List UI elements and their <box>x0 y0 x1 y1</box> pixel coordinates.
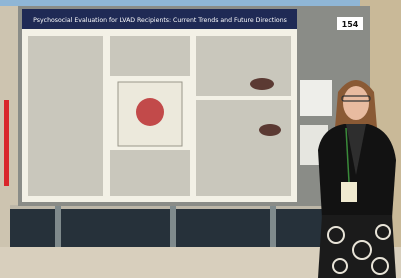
text-block <box>110 36 190 76</box>
text-block <box>196 100 291 196</box>
figure <box>250 78 274 90</box>
board-number: 154 <box>342 20 359 29</box>
page: {"poster": {"title": "Psychosocial Evalu… <box>0 0 401 278</box>
figure <box>259 124 281 136</box>
name-badge <box>341 182 357 202</box>
photo: Psychosocial Evaluation for LVAD Recipie… <box>0 0 401 278</box>
red-marker <box>4 100 9 186</box>
heart-illustration <box>136 98 164 126</box>
text-block <box>196 36 291 96</box>
top-edge <box>0 0 401 6</box>
face <box>343 86 369 120</box>
text-column <box>28 36 103 196</box>
window-frame <box>55 205 61 247</box>
poster-title: Psychosocial Evaluation for LVAD Recipie… <box>33 17 287 24</box>
window-frame <box>270 205 276 247</box>
handout <box>300 80 332 116</box>
window-frame <box>170 205 176 247</box>
text-block <box>110 150 190 196</box>
